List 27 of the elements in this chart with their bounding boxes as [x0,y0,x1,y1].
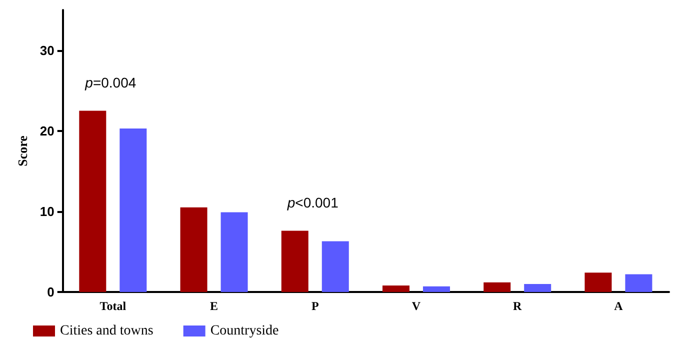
y-axis-title: Score [15,135,30,166]
bar [281,230,308,292]
bar [382,286,410,292]
x-tick-label: E [210,299,218,313]
legend-label: Countryside [210,324,279,338]
annotation: p<0.001 [286,194,339,211]
y-tick-label: 0 [47,284,54,300]
x-tick-label: R [513,299,522,313]
bar [584,272,612,292]
x-tick-label: A [614,299,624,313]
bar [625,274,652,292]
bar [180,207,208,292]
bar [220,212,248,292]
annotation: p=0.004 [84,74,136,91]
bar [79,110,106,292]
x-tick-label: P [311,299,319,313]
bar [322,241,349,292]
bar [484,282,511,292]
y-tick-label: 10 [40,204,54,219]
x-tick-label: V [412,299,421,313]
bar [120,128,147,292]
y-tick-label: 20 [40,123,54,138]
bar [422,286,450,292]
bar [524,284,552,292]
x-tick-label: Total [100,299,127,313]
y-tick-label: 30 [40,42,54,58]
legend-label: Cities and towns [60,324,154,338]
